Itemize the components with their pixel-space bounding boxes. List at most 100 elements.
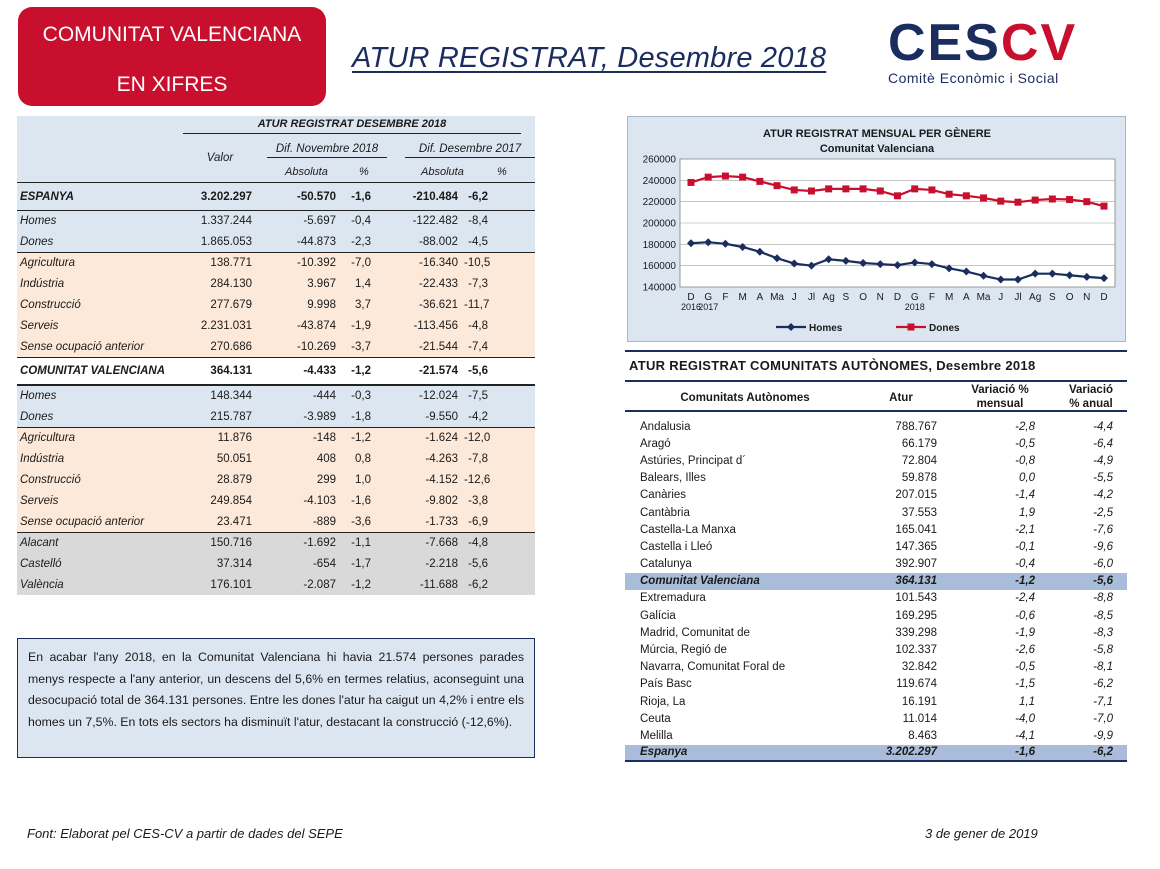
chart-title: ATUR REGISTRAT MENSUAL PER GÈNERE bbox=[763, 127, 991, 140]
data-point bbox=[997, 197, 1005, 205]
cell-anual: -9,6 bbox=[1093, 540, 1113, 553]
table-row: Múrcia, Regió de 102.337 -2,6 -5,8 bbox=[625, 641, 1127, 658]
data-point bbox=[911, 185, 919, 193]
x-tick-label: M bbox=[738, 292, 746, 303]
cell-name: Castella-La Manxa bbox=[640, 523, 736, 536]
table-body: ESPANYA 3.202.297 -50.570 -1,6 -210.484 -6,2 H… bbox=[17, 182, 535, 595]
table-row: Rioja, La 16.191 1,1 -7,1 bbox=[625, 693, 1127, 710]
cell-anual: -5,5 bbox=[1093, 472, 1113, 485]
cell-anual: -7,6 bbox=[1093, 523, 1113, 536]
logo-word-accent: CV bbox=[1000, 14, 1078, 72]
data-point bbox=[687, 239, 695, 248]
cell-mensual: -1,6 bbox=[1015, 746, 1035, 759]
table-row: Agricultura 138.771 -10.392 -7,0 -16.340 -10,… bbox=[17, 252, 535, 273]
x-tick-label: Jl bbox=[808, 292, 815, 303]
x-tick-label: D bbox=[894, 292, 901, 303]
cell-label: Construcció bbox=[20, 298, 81, 311]
cell-mensual: -1,2 bbox=[1015, 575, 1035, 588]
data-point bbox=[739, 173, 747, 181]
cell-abs1: -654 bbox=[312, 557, 336, 570]
data-point bbox=[841, 256, 850, 265]
cell-abs2: -36.621 bbox=[418, 298, 458, 311]
table-row: Aragó 66.179 -0,5 -6,4 bbox=[625, 435, 1127, 452]
cell-atur: 165.041 bbox=[895, 523, 937, 536]
cell-pct2: -8,4 bbox=[468, 215, 488, 227]
y-tick-label: 240000 bbox=[643, 176, 677, 187]
cell-abs1: -5.697 bbox=[303, 215, 336, 227]
x-year-label: 2017 bbox=[698, 302, 718, 312]
cell-anual: -8,1 bbox=[1093, 661, 1113, 674]
cell-pct2: -11,7 bbox=[464, 298, 490, 311]
chart-subtitle: Comunitat Valenciana bbox=[820, 143, 935, 155]
x-tick-label: J bbox=[998, 292, 1003, 303]
cell-valor: 1.337.244 bbox=[200, 215, 252, 227]
cell-abs2: -22.433 bbox=[418, 277, 458, 290]
legend-label: Dones bbox=[929, 323, 960, 334]
table-row: Astúries, Principat d´ 72.804 -0,8 -4,9 bbox=[625, 452, 1127, 469]
x-tick-label: G bbox=[911, 292, 919, 303]
table-row: Cantàbria 37.553 1,9 -2,5 bbox=[625, 504, 1127, 521]
cell-label: Agricultura bbox=[20, 257, 75, 269]
cell-label: Agricultura bbox=[20, 432, 75, 444]
data-point bbox=[893, 261, 902, 270]
regions-table-title: ATUR REGISTRAT COMUNITATS AUTÒNOMES, Des… bbox=[625, 350, 1127, 380]
x-year-label: 2018 bbox=[905, 302, 925, 312]
cell-name: Madrid, Comunitat de bbox=[640, 626, 750, 639]
cell-pct1: -1,9 bbox=[351, 319, 371, 332]
data-point bbox=[755, 247, 764, 256]
data-point bbox=[790, 259, 799, 268]
regions-table-header: Comunitats Autònomes Atur Variació % men… bbox=[625, 380, 1127, 412]
table-row: Indústria 50.051 408 0,8 -4.263 -7,8 bbox=[17, 448, 535, 469]
table-row: Balears, Illes 59.878 0,0 -5,5 bbox=[625, 470, 1127, 487]
data-point bbox=[1013, 275, 1022, 284]
cell-pct2: -7,4 bbox=[468, 340, 488, 353]
data-point bbox=[807, 261, 816, 270]
cell-abs2: -1.733 bbox=[425, 515, 458, 528]
cell-atur: 788.767 bbox=[895, 420, 937, 433]
cell-pct2: -4,8 bbox=[468, 537, 488, 549]
cell-abs2: -12.024 bbox=[418, 390, 458, 402]
cell-pct1: 1,0 bbox=[355, 473, 371, 486]
cell-pct1: -1,2 bbox=[351, 365, 371, 377]
cell-mensual: 1,1 bbox=[1019, 695, 1035, 708]
cell-pct2: -4,5 bbox=[468, 235, 488, 248]
cell-abs2: -113.456 bbox=[413, 319, 458, 332]
cell-valor: 277.679 bbox=[210, 298, 252, 311]
cell-name: Espanya bbox=[640, 746, 688, 759]
x-tick-label: D bbox=[1100, 292, 1107, 303]
cell-atur: 72.804 bbox=[901, 454, 937, 467]
cell-anual: -2,5 bbox=[1093, 506, 1113, 519]
national-summary-table: ATUR REGISTRAT DESEMBRE 2018 Valor Dif. … bbox=[17, 116, 535, 595]
table-row: Castella-La Manxa 165.041 -2,1 -7,6 bbox=[625, 521, 1127, 538]
x-tick-label: Ma bbox=[770, 292, 784, 303]
cell-valor: 364.131 bbox=[210, 365, 252, 377]
table-row: Agricultura 11.876 -148 -1,2 -1.624 -12,0 bbox=[17, 427, 535, 448]
cell-pct1: -3,7 bbox=[351, 340, 371, 353]
x-tick-label: Ag bbox=[823, 292, 835, 303]
cell-label: Alacant bbox=[20, 537, 59, 549]
cell-mensual: -0,5 bbox=[1015, 661, 1035, 674]
summary-text: En acabar l'any 2018, en la Comunitat Va… bbox=[17, 638, 535, 758]
cell-atur: 102.337 bbox=[895, 644, 937, 657]
cell-valor: 28.879 bbox=[216, 473, 252, 486]
cell-mensual: -2,6 bbox=[1015, 644, 1035, 657]
cell-valor: 215.787 bbox=[210, 410, 252, 423]
cell-abs1: 299 bbox=[316, 473, 336, 486]
data-point bbox=[807, 187, 815, 195]
x-tick-label: D bbox=[687, 292, 694, 303]
data-point bbox=[996, 275, 1005, 284]
table-row: Sense ocupació anterior 23.471 -889 -3,6 -1.… bbox=[17, 511, 535, 532]
cell-label: COMUNITAT VALENCIANA bbox=[20, 365, 166, 377]
table-row: COMUNITAT VALENCIANA 364.131 -4.433 -1,2 -21… bbox=[17, 357, 535, 385]
regions-table-body: Andalusia 788.767 -2,8 -4,4 Aragó 66.179 -0,5 -… bbox=[625, 418, 1127, 762]
col-header-atur: Atur bbox=[889, 392, 913, 404]
cell-pct1: -2,3 bbox=[351, 235, 371, 248]
cell-abs1: -148 bbox=[312, 432, 336, 444]
x-tick-label: Ma bbox=[977, 292, 991, 303]
x-tick-label: F bbox=[929, 292, 935, 303]
cell-label: Dones bbox=[20, 410, 54, 423]
cell-mensual: -2,1 bbox=[1015, 523, 1035, 536]
cell-atur: 101.543 bbox=[895, 592, 937, 605]
cell-valor: 23.471 bbox=[216, 515, 252, 528]
col-group-december: Dif. Desembre 2017 bbox=[405, 143, 535, 158]
